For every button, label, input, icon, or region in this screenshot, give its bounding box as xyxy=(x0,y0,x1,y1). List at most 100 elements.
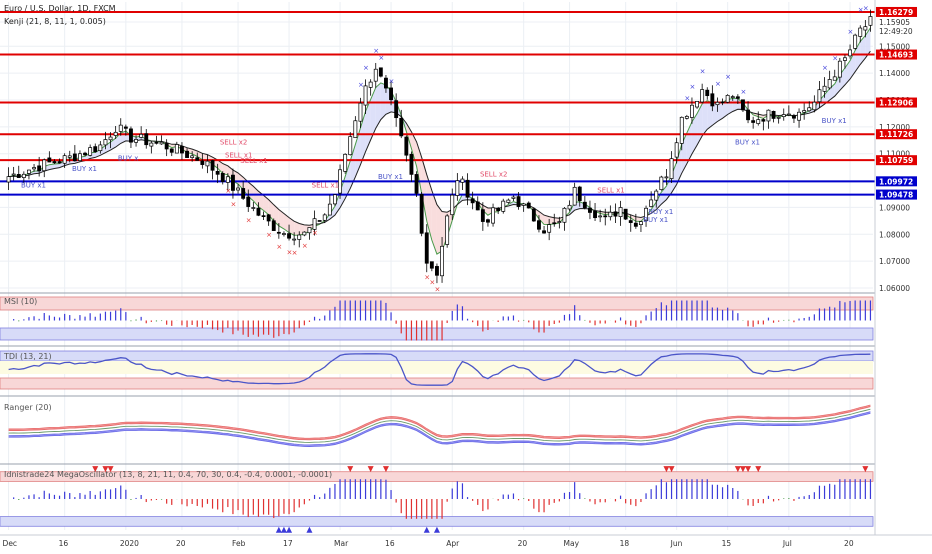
cloud-segment xyxy=(283,213,290,233)
candle-body xyxy=(506,199,511,203)
cloud-segment xyxy=(712,102,718,126)
candle-body xyxy=(766,109,771,122)
time-tick: 17 xyxy=(283,539,293,548)
candle-body xyxy=(373,68,378,82)
candle-body xyxy=(282,233,286,235)
mega-sell-triangle xyxy=(755,466,762,473)
candle-body xyxy=(669,158,674,179)
candle-body xyxy=(868,16,873,26)
candle-body xyxy=(623,208,628,220)
candle-body xyxy=(52,161,57,164)
candle-body xyxy=(537,220,541,230)
cloud-segment xyxy=(370,87,376,141)
candle-body xyxy=(853,34,858,49)
mega-sell-triangle xyxy=(102,466,109,473)
candle-body xyxy=(843,57,847,61)
megaoscillator-label[interactable]: Idnistrade24 MegaOscillator (13, 8, 21, … xyxy=(4,470,332,479)
candle-body xyxy=(169,148,174,153)
signal-x-marker: × xyxy=(373,47,379,55)
signal-annotation: BUY x1 xyxy=(21,181,46,189)
price-tag-bg xyxy=(876,97,917,108)
signal-x-marker: × xyxy=(725,73,731,81)
ranger-label[interactable]: Ranger (20) xyxy=(4,403,52,412)
cloud-segment xyxy=(686,121,692,164)
time-tick: Apr xyxy=(446,539,460,548)
signal-annotation: BUY x1 xyxy=(643,216,668,224)
cloud-segment xyxy=(717,102,723,122)
time-tick: 20 xyxy=(518,539,528,548)
candle-body xyxy=(180,146,184,154)
candle-body xyxy=(103,139,108,146)
candle-body xyxy=(210,160,215,171)
candle-body xyxy=(531,208,536,222)
signal-x-marker: × xyxy=(358,81,364,89)
signal-x-marker: × xyxy=(684,94,690,102)
msi-label[interactable]: MSI (10) xyxy=(4,297,37,306)
candle-body xyxy=(618,207,623,217)
candle-body xyxy=(174,144,179,154)
time-axis[interactable]: Dec 16 2020 20 Feb 17 Mar 16 Apr 20 May 18 Jun 15 Jul 2… xyxy=(0,534,932,548)
candle-body xyxy=(78,153,82,161)
price-tag-bg xyxy=(876,155,917,166)
candle-body xyxy=(516,196,521,207)
candle-body xyxy=(429,261,434,269)
candle-body xyxy=(470,198,475,204)
candle-body xyxy=(368,81,373,88)
candle-body xyxy=(557,221,562,223)
candle-body xyxy=(802,110,807,113)
cloud-segment xyxy=(350,144,356,189)
signal-x-marker: × xyxy=(225,187,231,195)
candle-body xyxy=(567,204,572,210)
time-tick: Mar xyxy=(334,539,349,548)
price-tag-label: 1.12906 xyxy=(879,99,913,108)
candle-body xyxy=(715,101,720,106)
candle-body xyxy=(327,203,332,216)
signal-annotation: BUY x1 xyxy=(735,138,760,146)
candlestick-series xyxy=(6,9,873,284)
cloud-segment xyxy=(248,182,254,201)
time-tick: Dec xyxy=(3,539,18,548)
tdi-label[interactable]: TDI (13, 21) xyxy=(3,352,52,361)
candle-body xyxy=(440,245,444,277)
mega-sell-triangle xyxy=(382,466,389,473)
price-tag-label: 1.09478 xyxy=(879,191,913,200)
indicator-label[interactable]: Kenji (21, 8, 11, 1, 0.005) xyxy=(4,17,106,26)
candle-body xyxy=(215,170,220,175)
cloud-segment xyxy=(635,216,641,222)
time-tick: 18 xyxy=(620,539,630,548)
candle-body xyxy=(164,143,169,150)
cloud-segment xyxy=(824,88,830,105)
candle-body xyxy=(695,101,699,108)
candle-body xyxy=(343,153,348,172)
candle-body xyxy=(700,89,705,103)
candle-body xyxy=(572,186,577,206)
cloud-segment xyxy=(294,221,300,236)
candle-body xyxy=(542,230,546,234)
cloud-segment xyxy=(345,160,351,199)
candle-body xyxy=(480,209,485,222)
price-tag-label: 1.10759 xyxy=(879,156,913,165)
tdi-upper-band xyxy=(0,350,874,362)
signal-annotation: BUY x1 xyxy=(648,208,673,216)
signal-markers: ×××××× ××××××××××××××××××××× × xyxy=(225,5,868,294)
time-tick: 15 xyxy=(722,539,732,548)
price-axis[interactable]: 1.162791.159051.150001.146931.140001.130… xyxy=(874,0,932,550)
candle-body xyxy=(817,89,822,103)
cloud-segment xyxy=(278,209,284,229)
ranger-line xyxy=(8,405,871,440)
candle-body xyxy=(399,117,404,137)
cloud-segment xyxy=(202,153,208,161)
candle-body xyxy=(654,190,659,201)
candle-body xyxy=(710,93,715,107)
candle-body xyxy=(786,113,791,116)
candle-body xyxy=(684,116,689,119)
candle-body xyxy=(205,160,210,167)
cloud-segment xyxy=(722,99,728,119)
mega-upper-band xyxy=(0,471,874,482)
symbol-title[interactable]: Euro / U.S. Dollar, 1D, FXCM xyxy=(4,4,116,13)
price-tick: 1.09000 xyxy=(879,203,910,212)
cloud-segment xyxy=(355,128,361,178)
candle-body xyxy=(57,161,62,164)
